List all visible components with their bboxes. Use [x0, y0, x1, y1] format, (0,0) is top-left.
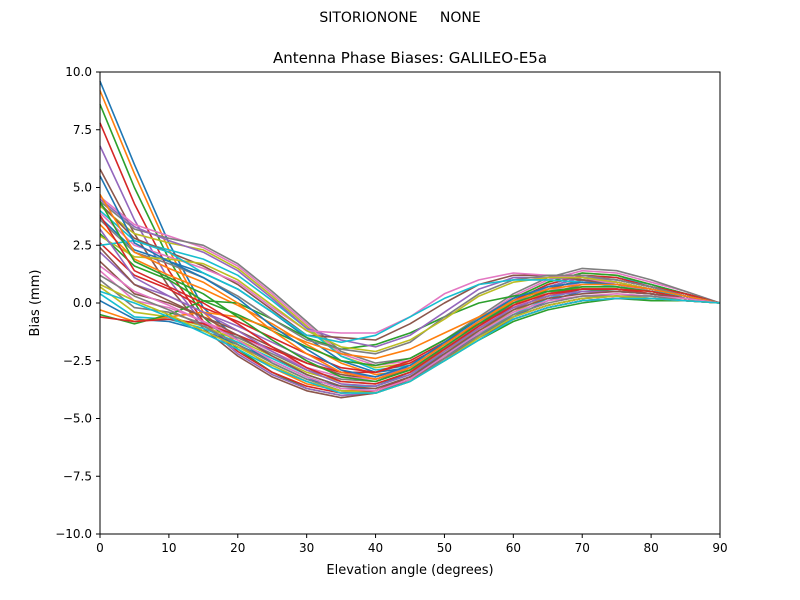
series-line-34	[99, 214, 721, 385]
y-tick-label: 7.5	[73, 123, 92, 137]
series-line-40	[99, 290, 721, 394]
y-tick-label: 2.5	[73, 238, 92, 252]
x-tick-label: 30	[299, 541, 314, 555]
x-tick-label: 10	[161, 541, 176, 555]
series-line-14	[99, 242, 721, 374]
y-tick-label: −2.5	[63, 354, 92, 368]
y-tick-label: 0.0	[73, 296, 92, 310]
x-tick-label: 60	[506, 541, 521, 555]
y-tick-label: 5.0	[73, 181, 92, 195]
figure-suptitle: SITORIONONE NONE	[319, 10, 481, 26]
series-line-29	[99, 235, 721, 353]
y-tick-label: −5.0	[63, 412, 92, 426]
x-axis-label: Elevation angle (degrees)	[326, 563, 493, 578]
x-tick-label: 80	[643, 541, 658, 555]
x-tick-label: 50	[437, 541, 452, 555]
series-line-3	[99, 103, 721, 397]
series-line-2	[99, 90, 721, 392]
x-tick-label: 20	[230, 541, 245, 555]
y-tick-label: 10.0	[65, 65, 92, 79]
y-axis: −10.0 −7.5 −5.0 −2.5 0.0 2.5 5.0 7.5 10.0	[55, 65, 100, 541]
chart-title: Antenna Phase Biases: GALILEO-E5a	[272, 49, 548, 67]
y-tick-label: −7.5	[63, 469, 92, 483]
x-tick-label: 40	[368, 541, 383, 555]
x-tick-label: 0	[96, 541, 104, 555]
series-line-33	[99, 201, 721, 383]
series-line-32	[99, 193, 721, 381]
series-layer	[99, 80, 721, 399]
y-tick-label: −10.0	[55, 527, 92, 541]
series-line-36	[99, 247, 721, 390]
x-axis: 0 10 20 30 40 50 60 70 80 90	[96, 534, 728, 555]
y-axis-label: Bias (mm)	[28, 270, 43, 337]
series-line-37	[99, 265, 721, 392]
series-line-4	[99, 122, 721, 394]
x-tick-label: 70	[575, 541, 590, 555]
axes-frame	[99, 71, 721, 535]
x-tick-label: 90	[712, 541, 727, 555]
